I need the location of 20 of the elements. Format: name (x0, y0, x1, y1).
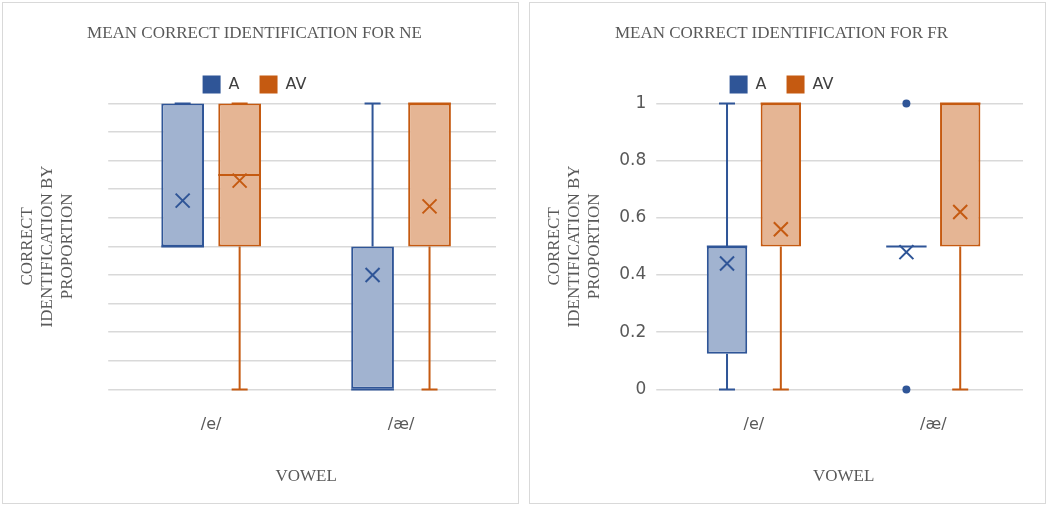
legend-label: A (228, 73, 240, 93)
x-tick-label: /æ/ (920, 414, 948, 434)
y-tick-label: 0.4 (619, 263, 647, 284)
y-tick-label: 0.6 (619, 206, 647, 227)
y-axis-title: CORRECT IDENTIFICATION BY PROPORTION (543, 165, 604, 328)
legend-label: A (755, 73, 767, 93)
y-tick-label: 0.2 (619, 320, 647, 341)
chart-title: MEAN CORRECT IDENTIFICATION FOR NE (87, 22, 422, 42)
x-tick-label: /æ/ (387, 414, 415, 434)
x-axis-title: VOWEL (812, 466, 875, 486)
x-axis-title: VOWEL (275, 466, 337, 486)
y-tick-label: 1 (635, 91, 647, 112)
y-tick-label: 0 (635, 377, 647, 398)
x-tick-label: /e/ (743, 414, 765, 434)
y-axis-title: CORRECT IDENTIFICATION BY PROPORTION (16, 165, 77, 328)
y-tick-label: 0.8 (619, 149, 647, 170)
legend-label: AV (812, 73, 834, 93)
legend-label: AV (285, 73, 307, 93)
chart-title: MEAN CORRECT IDENTIFICATION FOR FR (614, 22, 949, 42)
x-tick-label: /e/ (200, 414, 223, 434)
